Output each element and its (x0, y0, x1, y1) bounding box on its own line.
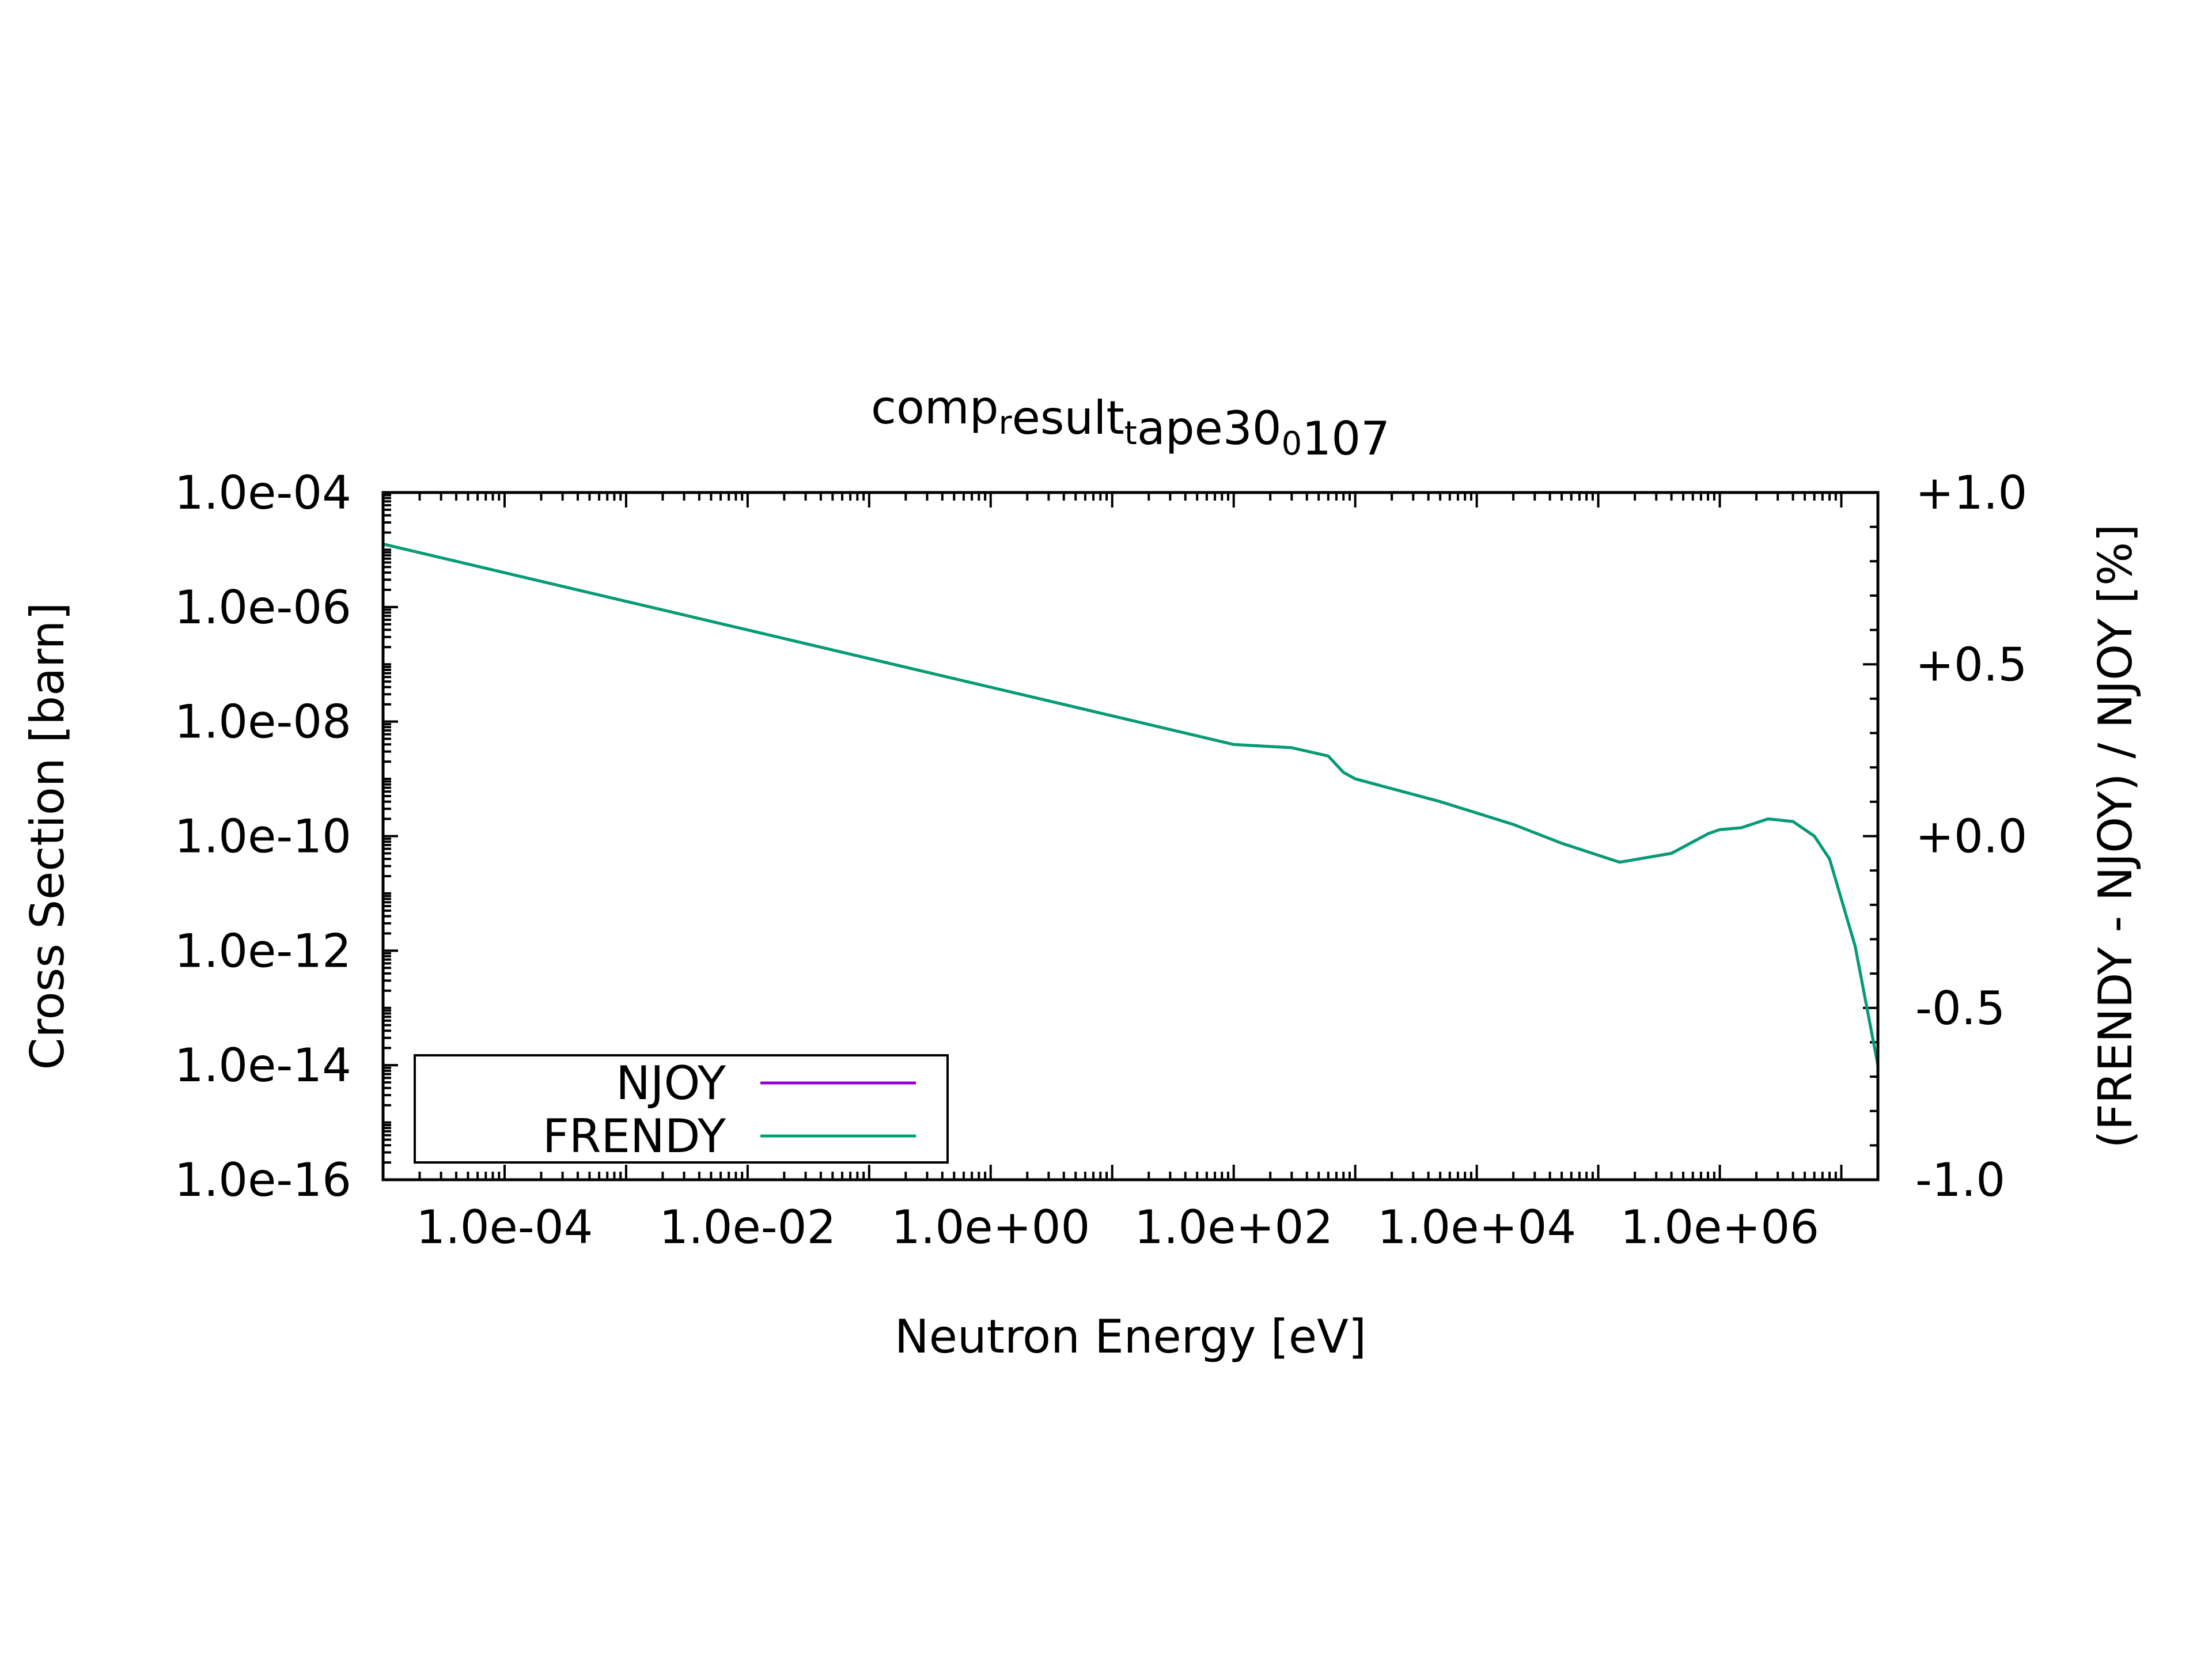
y-tick-label: 1.0e-06 (175, 581, 351, 634)
y-tick-label: 1.0e-14 (175, 1039, 351, 1092)
plot-area (383, 542, 1878, 1066)
y-tick-label: 1.0e-08 (175, 695, 351, 749)
x-tick-label: 1.0e+02 (1134, 1200, 1333, 1254)
y2-tick-label: -0.5 (1915, 982, 2005, 1035)
legend-box (414, 1054, 949, 1164)
x-axis-label: Neutron Energy [eV] (895, 1310, 1366, 1363)
y-tick-label: 1.0e-12 (175, 924, 351, 978)
y-tick-label: 1.0e-04 (175, 466, 351, 520)
y-axis-label: Cross Section [barn] (21, 603, 74, 1070)
tick-labels: 1.0e-04 1.0e-02 1.0e+00 1.0e+02 1.0e+04 1.0e+… (175, 466, 2027, 1254)
legend-label: FRENDY (543, 1109, 726, 1163)
y2-tick-label: +0.5 (1915, 638, 2027, 691)
plot-frame (381, 491, 1880, 1181)
legend-label: NJOY (616, 1056, 726, 1110)
y2-tick-label: +1.0 (1915, 466, 2027, 520)
y2-tick-label: +0.0 (1915, 810, 2027, 863)
y2-axis-label: (FRENDY - NJOY) / NJOY [%] (2089, 524, 2142, 1149)
x-tick-label: 1.0e-04 (416, 1200, 593, 1254)
x-tick-label: 1.0e+04 (1377, 1200, 1576, 1254)
y-tick-label: 1.0e-16 (175, 1153, 351, 1207)
x-tick-label: 1.0e+06 (1620, 1200, 1819, 1254)
series-line-frendy (383, 542, 1878, 1066)
y2-tick-label: -1.0 (1915, 1153, 2005, 1207)
x-tick-label: 1.0e-02 (659, 1200, 836, 1254)
x-tick-label: 1.0e+00 (891, 1200, 1090, 1254)
y-tick-label: 1.0e-10 (175, 810, 351, 863)
chart-title: compresulttape300107 (871, 381, 1390, 465)
title-text: compresulttape300107 (871, 381, 1390, 465)
series-line-njoy (383, 542, 1878, 1066)
